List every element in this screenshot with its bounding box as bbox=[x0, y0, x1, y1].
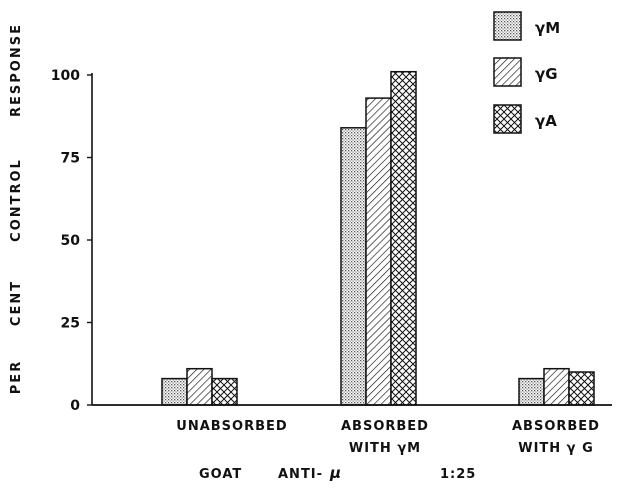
y-tick-label: 50 bbox=[61, 233, 81, 249]
y-tick-label: 0 bbox=[70, 398, 80, 414]
legend: γM γG γA bbox=[493, 11, 560, 134]
x-tick-label-line1: ABSORBED bbox=[341, 419, 429, 434]
x-tick-label-line1: ABSORBED bbox=[512, 419, 600, 434]
x-tick-label-line2: WITH γM bbox=[349, 441, 421, 456]
bar-3-2 bbox=[390, 70, 417, 406]
x-axis-title-part-1: GOAT bbox=[199, 467, 242, 482]
x-tick-label-line1: UNABSORBED bbox=[176, 419, 287, 434]
x-axis-title-part-4: 1:25 bbox=[440, 467, 476, 482]
x-tick-label-line2: WITH γ G bbox=[518, 441, 594, 456]
y-axis: 0 25 50 75 100 bbox=[51, 68, 93, 414]
bars bbox=[161, 70, 595, 406]
bar-1-1 bbox=[161, 377, 188, 406]
bar-3-3 bbox=[568, 371, 595, 406]
x-axis: UNABSORBED ABSORBED WITH γM ABSORBED WITH γ … bbox=[92, 404, 612, 456]
bar-2-1 bbox=[186, 367, 213, 406]
legend-label: γM bbox=[535, 19, 560, 37]
y-tick-label: 100 bbox=[51, 68, 80, 84]
legend-label: γA bbox=[535, 112, 557, 130]
legend-label: γG bbox=[535, 65, 558, 83]
y-axis-title: PER CENT CONTROL RESPONSE bbox=[9, 23, 24, 394]
y-tick-label: 25 bbox=[61, 316, 80, 332]
y-axis-title-word-4: RESPONSE bbox=[9, 23, 24, 117]
bar-3-1 bbox=[211, 377, 238, 406]
y-tick-label: 75 bbox=[61, 151, 80, 167]
y-axis-title-word-2: CENT bbox=[9, 280, 24, 326]
y-axis-title-word-1: PER bbox=[9, 360, 24, 394]
x-axis-title-part-2: ANTI- bbox=[278, 467, 323, 482]
legend-swatch bbox=[493, 104, 522, 134]
bar-1-2 bbox=[340, 127, 367, 406]
legend-swatch bbox=[493, 57, 522, 87]
legend-swatch bbox=[493, 11, 522, 41]
bar-2-3 bbox=[543, 367, 570, 406]
y-axis-title-word-3: CONTROL bbox=[9, 158, 24, 242]
bar-2-2 bbox=[365, 97, 392, 406]
x-axis-title-part-3: μ bbox=[329, 464, 341, 482]
bar-1-3 bbox=[518, 377, 545, 406]
